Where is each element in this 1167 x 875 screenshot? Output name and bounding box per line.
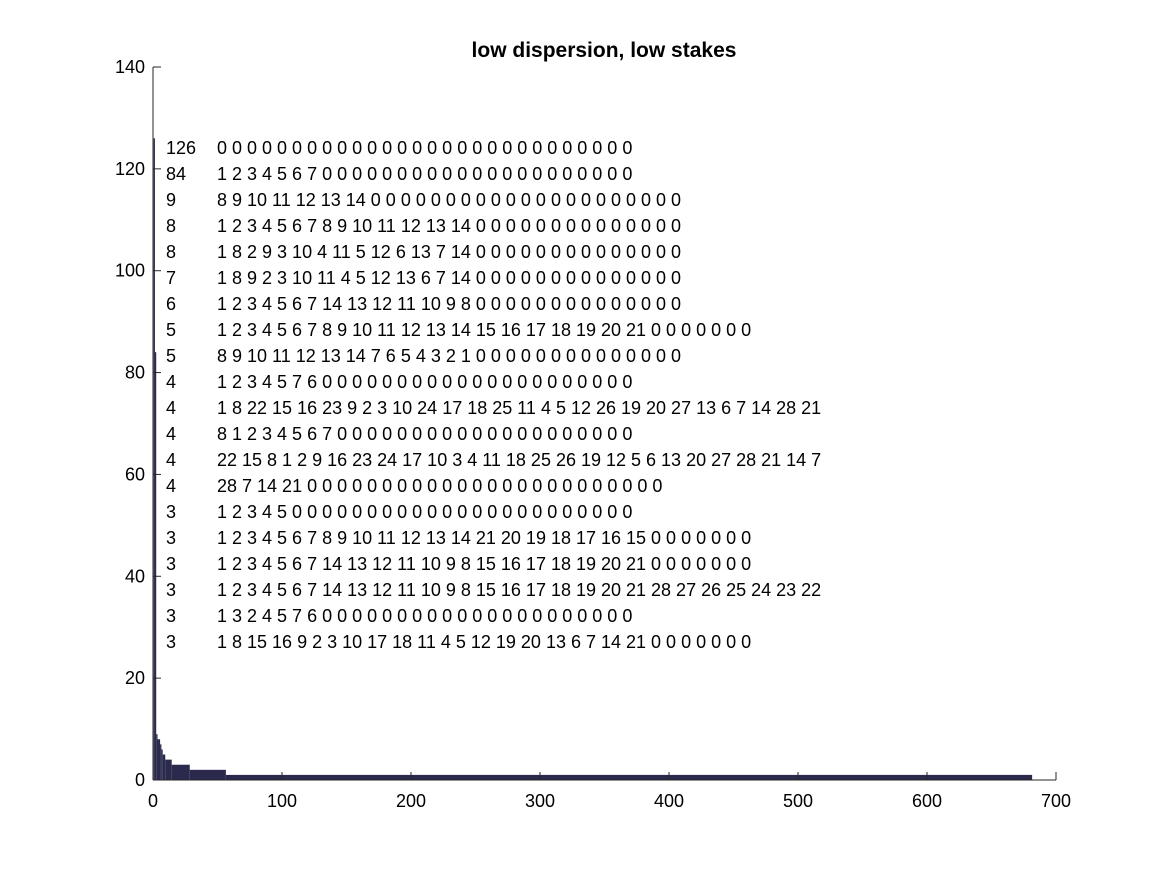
- x-tick-label: 400: [654, 791, 684, 811]
- annotation-count: 5: [166, 320, 176, 340]
- y-tick-label: 60: [125, 464, 145, 484]
- annotation-sequence: 1 2 3 4 5 6 7 14 13 12 11 10 9 8 15 16 1…: [217, 580, 821, 600]
- annotation-sequence: 22 15 8 1 2 9 16 23 24 17 10 3 4 11 18 2…: [217, 450, 821, 470]
- y-tick-label: 100: [115, 261, 145, 281]
- annotation-sequence: 1 8 22 15 16 23 9 2 3 10 24 17 18 25 11 …: [217, 398, 821, 418]
- annotation-sequence: 1 2 3 4 5 0 0 0 0 0 0 0 0 0 0 0 0 0 0 0 …: [217, 502, 632, 522]
- annotation-sequence: 1 3 2 4 5 7 6 0 0 0 0 0 0 0 0 0 0 0 0 0 …: [217, 606, 632, 626]
- annotation-count: 9: [166, 190, 176, 210]
- bar-segment-2: [154, 352, 157, 780]
- bars-layer: [153, 138, 1033, 781]
- annotation-count: 3: [166, 606, 176, 626]
- x-tick-label: 600: [912, 791, 942, 811]
- annotation-count: 8: [166, 216, 176, 236]
- annotation-sequence: 28 7 14 21 0 0 0 0 0 0 0 0 0 0 0 0 0 0 0…: [217, 476, 662, 496]
- annotation-sequence: 0 0 0 0 0 0 0 0 0 0 0 0 0 0 0 0 0 0 0 0 …: [217, 138, 632, 158]
- annotation-count: 3: [166, 528, 176, 548]
- bar-segment-7: [162, 754, 166, 780]
- bar-segment-1: [153, 138, 155, 781]
- annotation-count: 3: [166, 554, 176, 574]
- annotation-sequence: 1 2 3 4 5 6 7 14 13 12 11 10 9 8 15 16 1…: [217, 554, 751, 574]
- annotation-sequence: 8 9 10 11 12 13 14 7 6 5 4 3 2 1 0 0 0 0…: [217, 346, 681, 366]
- bar-segment-8: [165, 759, 172, 780]
- annotation-sequence: 1 2 3 4 5 6 7 14 13 12 11 10 9 8 0 0 0 0…: [217, 294, 681, 314]
- annotations-layer: 126 0 0 0 0 0 0 0 0 0 0 0 0 0 0 0 0 0 0 0…: [166, 138, 821, 652]
- annotation-count: 4: [166, 372, 176, 392]
- annotation-sequence: 8 1 2 3 4 5 6 7 0 0 0 0 0 0 0 0 0 0 0 0 …: [217, 424, 632, 444]
- annotation-count: 8: [166, 242, 176, 262]
- annotation-sequence: 1 2 3 4 5 6 7 8 9 10 11 12 13 14 21 20 1…: [217, 528, 751, 548]
- annotation-sequence: 1 2 3 4 5 7 6 0 0 0 0 0 0 0 0 0 0 0 0 0 …: [217, 372, 632, 392]
- bar-segment-5: [160, 744, 162, 780]
- x-tick-label: 100: [267, 791, 297, 811]
- annotation-sequence: 1 8 2 9 3 10 4 11 5 12 6 13 7 14 0 0 0 0…: [217, 242, 681, 262]
- annotation-count: 4: [166, 450, 176, 470]
- annotation-count: 7: [166, 268, 176, 288]
- annotation-sequence: 1 2 3 4 5 6 7 8 9 10 11 12 13 14 15 16 1…: [217, 320, 751, 340]
- y-tick-label: 0: [135, 770, 145, 790]
- bar-segment-4: [157, 739, 161, 780]
- annotation-sequence: 1 8 15 16 9 2 3 10 17 18 11 4 5 12 19 20…: [217, 632, 751, 652]
- bar-segment-11: [225, 774, 1033, 780]
- annotation-count: 84: [166, 164, 186, 184]
- x-tick-label: 200: [396, 791, 426, 811]
- annotation-count: 4: [166, 476, 176, 496]
- x-tick-label: 500: [783, 791, 813, 811]
- annotation-count: 126: [166, 138, 196, 158]
- y-tick-label: 40: [125, 566, 145, 586]
- annotation-count: 3: [166, 502, 176, 522]
- annotation-count: 3: [166, 632, 176, 652]
- x-tick-label: 0: [148, 791, 158, 811]
- bar-segment-9: [171, 764, 190, 780]
- y-tick-label: 120: [115, 159, 145, 179]
- annotation-sequence: 1 8 9 2 3 10 11 4 5 12 13 6 7 14 0 0 0 0…: [217, 268, 681, 288]
- x-tick-label: 300: [525, 791, 555, 811]
- bar-segment-3: [156, 734, 158, 780]
- annotation-count: 5: [166, 346, 176, 366]
- annotation-count: 4: [166, 424, 176, 444]
- annotation-count: 4: [166, 398, 176, 418]
- y-tick-label: 80: [125, 363, 145, 383]
- bar-segment-10: [189, 769, 226, 780]
- axes-layer: 0 100 200 300 400 500 600 700 0 20 40 60 80 100 120 140: [115, 57, 1071, 811]
- y-tick-label: 140: [115, 57, 145, 77]
- annotation-count: 3: [166, 580, 176, 600]
- annotation-sequence: 1 2 3 4 5 6 7 8 9 10 11 12 13 14 0 0 0 0…: [217, 216, 681, 236]
- bar-segment-6: [161, 749, 163, 780]
- x-tick-label: 700: [1041, 791, 1071, 811]
- y-tick-label: 20: [125, 668, 145, 688]
- annotation-sequence: 8 9 10 11 12 13 14 0 0 0 0 0 0 0 0 0 0 0…: [217, 190, 681, 210]
- annotation-sequence: 1 2 3 4 5 6 7 0 0 0 0 0 0 0 0 0 0 0 0 0 …: [217, 164, 632, 184]
- annotation-count: 6: [166, 294, 176, 314]
- chart-title: low dispersion, low stakes: [472, 39, 737, 62]
